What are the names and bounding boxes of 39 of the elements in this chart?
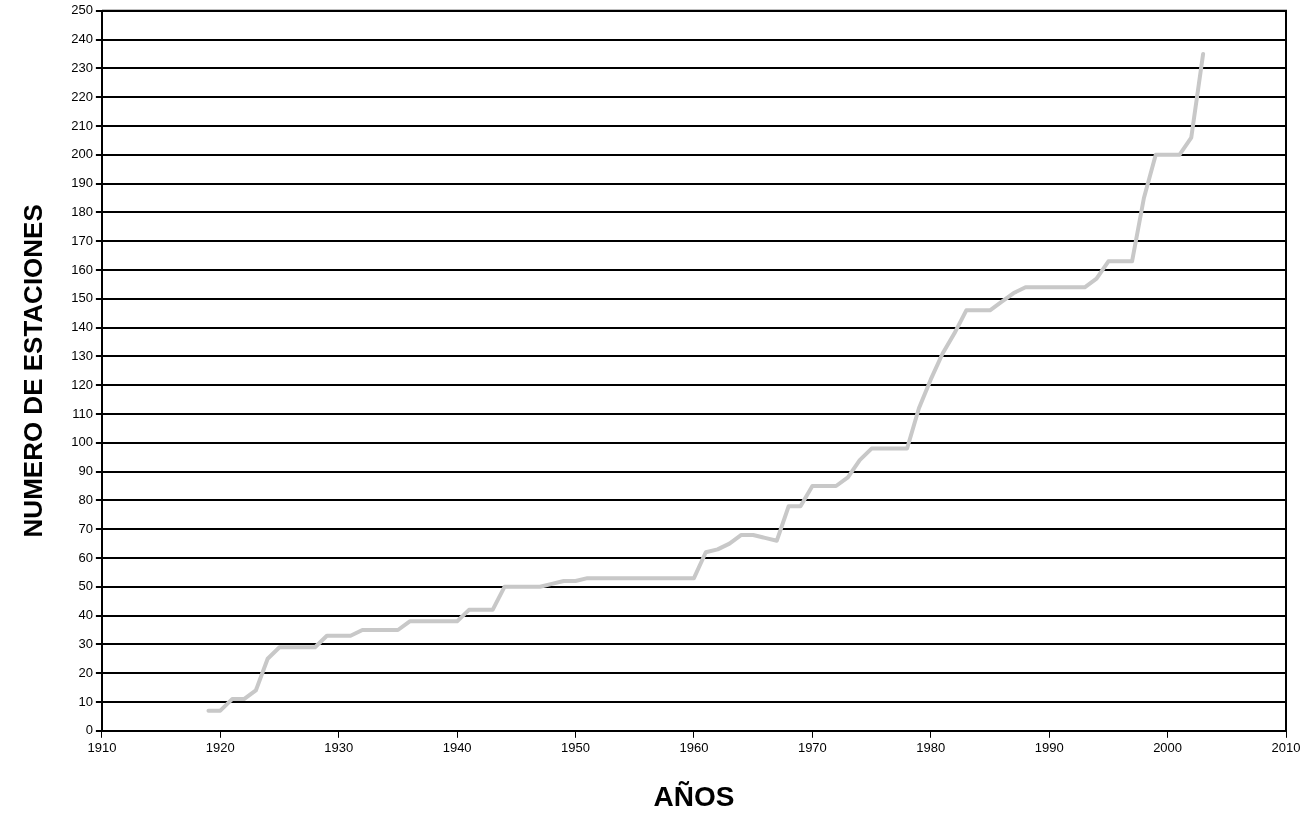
y-tick-label: 20	[78, 664, 93, 680]
x-tick-label: 1910	[87, 740, 117, 756]
y-tick-label: 210	[71, 117, 93, 133]
y-tick-label: 250	[71, 2, 93, 18]
y-tick-label: 140	[71, 319, 93, 335]
x-tick-label: 1970	[797, 740, 827, 756]
y-tick-label: 30	[78, 635, 93, 651]
y-tick-label: 190	[71, 175, 93, 191]
x-axis-title: AÑOS	[653, 780, 735, 812]
y-tick-label: 120	[71, 376, 93, 392]
y-tick-label: 110	[72, 405, 93, 421]
y-tick-label: 0	[85, 722, 93, 738]
x-tick-label: 1980	[916, 740, 946, 756]
y-tick-label: 150	[71, 290, 93, 306]
y-tick-label: 90	[78, 463, 93, 479]
y-tick-label: 80	[78, 491, 93, 507]
y-tick-label: 230	[71, 59, 93, 75]
y-tick-label: 220	[71, 88, 93, 104]
x-tick-label: 2010	[1271, 740, 1301, 756]
x-tick-label: 1940	[442, 740, 472, 756]
y-tick-label: 70	[78, 520, 93, 536]
y-tick-label: 50	[78, 578, 93, 594]
x-tick-label: 1930	[324, 740, 354, 756]
x-tick-label: 1950	[561, 740, 590, 756]
x-tick-label: 1960	[679, 740, 709, 756]
y-tick-label: 160	[71, 261, 93, 277]
x-tick-label: 1920	[205, 740, 235, 756]
y-tick-label: 200	[71, 146, 93, 162]
y-tick-label: 100	[71, 434, 93, 450]
y-tick-label: 240	[71, 31, 93, 47]
y-tick-label: 10	[78, 693, 93, 709]
y-tick-label: 130	[71, 347, 93, 363]
y-tick-label: 40	[78, 607, 93, 623]
x-tick-label: 2000	[1153, 740, 1183, 756]
y-axis-title: NUMERO DE ESTACIONES	[17, 204, 48, 538]
y-tick-label: 180	[71, 203, 93, 219]
y-tick-label: 60	[78, 549, 93, 565]
x-tick-label: 1990	[1034, 740, 1064, 756]
y-tick-label: 170	[71, 232, 93, 248]
